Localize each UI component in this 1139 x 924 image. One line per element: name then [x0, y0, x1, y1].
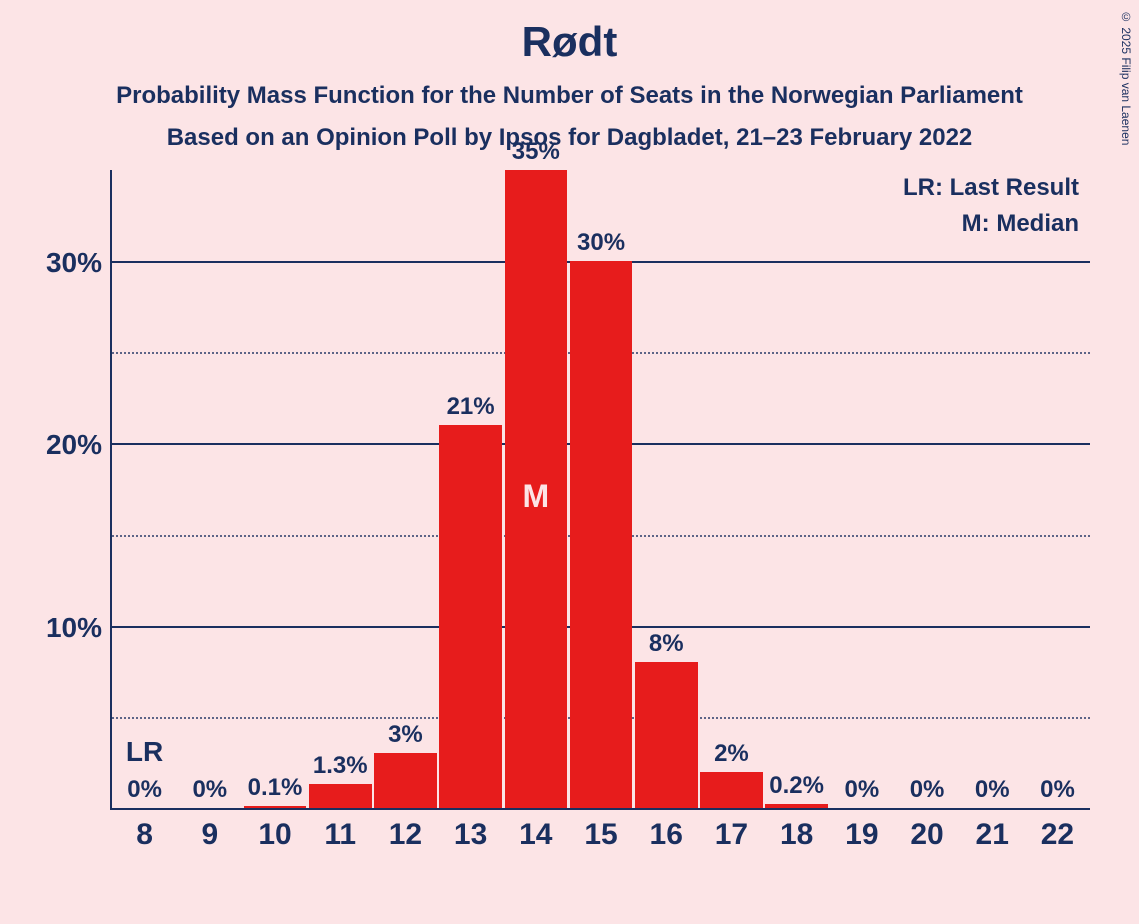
bar-value-label: 8%: [649, 630, 684, 658]
x-tick-label: 18: [764, 818, 829, 852]
x-tick-label: 14: [503, 818, 568, 852]
bar: [244, 806, 307, 808]
bar-value-label: 0.1%: [248, 774, 303, 802]
x-tick-label: 22: [1025, 818, 1090, 852]
chart-subtitle-2: Based on an Opinion Poll by Ipsos for Da…: [0, 124, 1139, 152]
bar-slot: 0%: [894, 170, 959, 808]
x-tick-label: 10: [242, 818, 307, 852]
x-tick-label: 9: [177, 818, 242, 852]
bar-value-label: 0%: [975, 776, 1010, 804]
x-tick-label: 12: [373, 818, 438, 852]
bar-slot: 0%: [960, 170, 1025, 808]
chart-container: Rødt Probability Mass Function for the N…: [0, 0, 1139, 924]
bars-group: LR 0% 0% 0.1% 1.3% 3% 21% M35% 30% 8% 2% 0.2% 0% 0% 0%…: [112, 170, 1090, 808]
median-marker: M: [522, 478, 549, 515]
bar-slot: 3%: [373, 170, 438, 808]
x-tick-label: 15: [568, 818, 633, 852]
bar-value-label: 0%: [844, 776, 879, 804]
bar: [635, 662, 698, 808]
bar-value-label: 21%: [447, 393, 495, 421]
bar: [765, 804, 828, 808]
x-tick-label: 17: [699, 818, 764, 852]
bar-slot: 2%: [699, 170, 764, 808]
bar-value-label: 3%: [388, 721, 423, 749]
bar-slot: LR 0%: [112, 170, 177, 808]
y-tick-label: 20%: [46, 429, 102, 461]
chart-title: Rødt: [0, 0, 1139, 66]
x-tick-label: 11: [308, 818, 373, 852]
bar-slot: 30%: [568, 170, 633, 808]
x-tick-label: 21: [960, 818, 1025, 852]
y-tick-label: 10%: [46, 612, 102, 644]
y-tick-label: 30%: [46, 247, 102, 279]
x-tick-label: 13: [438, 818, 503, 852]
x-tick-label: 19: [829, 818, 894, 852]
bar-value-label: 0%: [127, 776, 162, 804]
bar-value-label: 35%: [512, 138, 560, 166]
bar-slot: 1.3%: [308, 170, 373, 808]
bar-value-label: 1.3%: [313, 752, 368, 780]
bar-slot: M35%: [503, 170, 568, 808]
bar-slot: 0.1%: [242, 170, 307, 808]
bar: [570, 261, 633, 808]
bar: [374, 753, 437, 808]
x-axis: [110, 808, 1090, 810]
bar-value-label: 30%: [577, 229, 625, 257]
x-axis-labels: 8910111213141516171819202122: [112, 818, 1090, 852]
bar-slot: 0%: [829, 170, 894, 808]
last-result-marker: LR: [126, 736, 163, 768]
bar-slot: 0%: [177, 170, 242, 808]
bar-slot: 0.2%: [764, 170, 829, 808]
plot-area: 10%20%30% LR0%0%0.1%1.3%3%21%M35%30%8%2%…: [110, 170, 1090, 810]
copyright-text: © 2025 Filip van Laenen: [1119, 10, 1133, 145]
bar-value-label: 0%: [910, 776, 945, 804]
x-tick-label: 16: [634, 818, 699, 852]
bar-value-label: 0%: [1040, 776, 1075, 804]
bar: [439, 425, 502, 808]
chart-subtitle-1: Probability Mass Function for the Number…: [0, 82, 1139, 110]
bar: [700, 772, 763, 808]
bar-slot: 21%: [438, 170, 503, 808]
x-tick-label: 20: [894, 818, 959, 852]
bar: [309, 784, 372, 808]
bar: M: [505, 170, 568, 808]
bar-slot: 8%: [634, 170, 699, 808]
bar-value-label: 0%: [192, 776, 227, 804]
bar-slot: 0%: [1025, 170, 1090, 808]
x-tick-label: 8: [112, 818, 177, 852]
bar-value-label: 0.2%: [769, 772, 824, 800]
bar-value-label: 2%: [714, 740, 749, 768]
